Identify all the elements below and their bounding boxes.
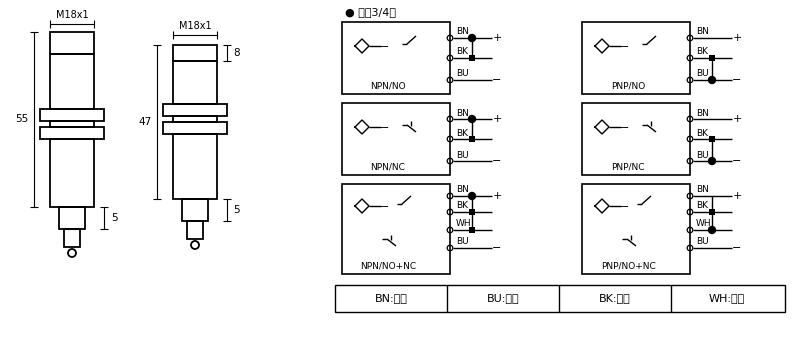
Text: BU:兰色: BU:兰色 <box>486 294 519 303</box>
Text: M18x1: M18x1 <box>178 21 211 31</box>
Text: −: − <box>492 243 502 253</box>
Text: BU: BU <box>696 238 709 246</box>
Text: BK: BK <box>456 201 468 210</box>
Bar <box>582 22 690 94</box>
Bar <box>469 209 475 215</box>
Text: M18x1: M18x1 <box>56 10 88 20</box>
Bar <box>469 136 475 142</box>
Text: +: + <box>492 33 502 43</box>
Text: BK: BK <box>696 201 708 210</box>
Text: BN: BN <box>696 108 709 118</box>
Bar <box>173 134 217 199</box>
Text: BU: BU <box>456 238 469 246</box>
Text: +: + <box>492 114 502 124</box>
Bar <box>40 127 104 139</box>
Bar <box>342 103 450 175</box>
Bar <box>64 229 80 247</box>
Text: −: − <box>380 42 390 52</box>
Text: BU: BU <box>456 69 469 78</box>
Bar <box>342 22 450 94</box>
Text: PNP/NO: PNP/NO <box>611 82 645 90</box>
Text: BN: BN <box>696 186 709 195</box>
Circle shape <box>469 115 475 122</box>
Circle shape <box>469 193 475 200</box>
Bar <box>40 109 104 121</box>
Text: BU: BU <box>696 151 709 159</box>
Text: WH: WH <box>696 220 712 228</box>
Text: 47: 47 <box>138 117 152 127</box>
Text: 5: 5 <box>110 213 118 223</box>
Bar <box>335 285 785 312</box>
Bar <box>182 199 208 221</box>
Bar <box>173 45 217 61</box>
Text: BK: BK <box>696 48 708 57</box>
Bar <box>173 61 217 104</box>
Text: −: − <box>380 123 390 133</box>
Bar <box>709 136 715 142</box>
Text: 5: 5 <box>234 205 240 215</box>
Text: BN: BN <box>456 27 469 37</box>
Bar <box>342 184 450 274</box>
Text: BK: BK <box>696 128 708 138</box>
Text: BN: BN <box>456 186 469 195</box>
Bar <box>582 103 690 175</box>
Bar <box>709 227 715 233</box>
Text: −: − <box>732 75 742 85</box>
Text: NPN/NO+NC: NPN/NO+NC <box>360 262 416 270</box>
Text: WH: WH <box>456 220 472 228</box>
Text: PNP/NO+NC: PNP/NO+NC <box>601 262 655 270</box>
Bar <box>709 55 715 61</box>
Bar <box>709 209 715 215</box>
Text: BK: BK <box>456 48 468 57</box>
Bar <box>469 55 475 61</box>
Circle shape <box>709 157 715 164</box>
Bar <box>50 32 94 54</box>
Text: −: − <box>732 243 742 253</box>
Bar <box>50 139 94 207</box>
Text: −: − <box>380 202 390 212</box>
Text: −: − <box>492 156 502 166</box>
Bar <box>582 184 690 274</box>
Circle shape <box>469 34 475 42</box>
Text: −: − <box>620 42 630 52</box>
Text: −: − <box>620 202 630 212</box>
Text: BU: BU <box>696 69 709 78</box>
Text: −: − <box>732 156 742 166</box>
Text: WH:白色: WH:白色 <box>709 294 745 303</box>
Bar <box>163 122 227 134</box>
Text: −: − <box>620 123 630 133</box>
Bar <box>50 54 94 109</box>
Text: +: + <box>732 33 742 43</box>
Circle shape <box>709 226 715 233</box>
Text: 8: 8 <box>234 48 240 58</box>
Bar <box>50 121 94 127</box>
Text: +: + <box>492 191 502 201</box>
Bar <box>469 227 475 233</box>
Circle shape <box>709 76 715 83</box>
Text: NPN/NO: NPN/NO <box>370 82 406 90</box>
Text: BU: BU <box>456 151 469 159</box>
Bar <box>187 221 203 239</box>
Text: NPN/NC: NPN/NC <box>370 163 406 171</box>
Text: +: + <box>732 114 742 124</box>
Text: ● 直涁3/4线: ● 直涁3/4线 <box>345 7 396 17</box>
Text: BN: BN <box>456 108 469 118</box>
Bar <box>173 116 217 122</box>
Text: +: + <box>732 191 742 201</box>
Text: BN: BN <box>696 27 709 37</box>
Text: −: − <box>492 75 502 85</box>
Text: PNP/NC: PNP/NC <box>611 163 645 171</box>
Text: BN:棕色: BN:棕色 <box>374 294 407 303</box>
Bar <box>163 104 227 116</box>
Text: BK: BK <box>456 128 468 138</box>
Bar <box>59 207 85 229</box>
Text: 55: 55 <box>15 114 29 124</box>
Text: BK:黑色: BK:黑色 <box>599 294 631 303</box>
